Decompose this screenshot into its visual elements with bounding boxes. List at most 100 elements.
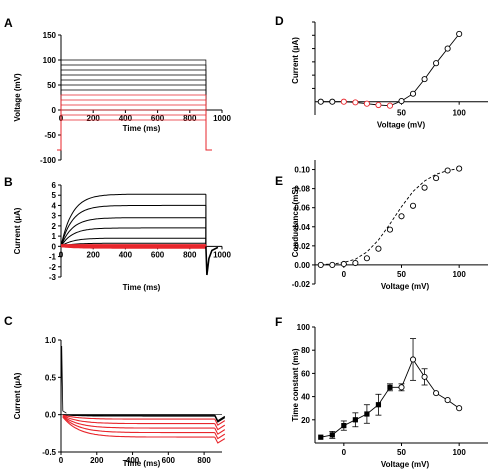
- tail-current: [205, 246, 219, 276]
- x-tick-label: 400: [126, 456, 140, 465]
- voltage-step-trace: [57, 64, 212, 151]
- y-tick-label: 0.02: [294, 242, 310, 251]
- data-point: [398, 213, 405, 220]
- current-trace-red-tail: [214, 423, 226, 431]
- data-point: [352, 259, 359, 267]
- panel-letter: B: [4, 175, 13, 189]
- x-tick-label: 200: [87, 114, 101, 123]
- data-point: [444, 167, 451, 174]
- y-tick-label: 0.08: [294, 185, 310, 194]
- current-trace-red: [60, 245, 206, 249]
- data-point-filled: [318, 434, 324, 440]
- data-point-filled: [387, 384, 393, 390]
- x-tick-label: 0: [342, 270, 347, 279]
- y-tick-label: 6: [52, 181, 57, 190]
- x-tick-label: 50: [397, 270, 406, 279]
- current-trace-red-tail: [214, 418, 226, 426]
- y-tick-label: 0.5: [45, 373, 57, 382]
- x-tick-label: 200: [87, 250, 101, 259]
- x-tick-label: 50: [397, 448, 406, 457]
- y-tick-label: 100: [43, 56, 57, 65]
- y-tick-label: -100: [40, 156, 57, 165]
- y-tick-label: -0.02: [292, 280, 311, 289]
- x-tick-label: 800: [183, 114, 197, 123]
- data-point-filled: [341, 423, 347, 429]
- x-axis-label: Time (ms): [123, 459, 161, 468]
- data-point: [386, 102, 394, 109]
- data-point-open: [456, 405, 463, 412]
- x-axis-label: Voltage (mV): [381, 282, 430, 291]
- y-tick-label: -2: [49, 263, 57, 272]
- y-tick-label: -3: [49, 273, 57, 282]
- current-trace-black: [60, 193, 206, 247]
- data-point: [386, 226, 394, 233]
- panel-letter: F: [275, 315, 282, 329]
- data-point: [340, 98, 347, 105]
- x-tick-label: 100: [452, 270, 466, 279]
- y-tick-label: 0.10: [294, 166, 310, 175]
- x-tick-label: 400: [119, 250, 133, 259]
- data-point: [317, 261, 324, 268]
- voltage-step-trace: [57, 119, 212, 151]
- data-point-open: [421, 373, 428, 380]
- panel-letter: C: [4, 314, 13, 328]
- y-tick-label: 0: [52, 106, 57, 115]
- capacitive-spike: [60, 345, 67, 415]
- data-point: [329, 98, 336, 105]
- x-tick-label: 0: [342, 448, 347, 457]
- x-tick-label: 600: [151, 250, 165, 259]
- x-tick-label: 100: [452, 109, 466, 118]
- current-trace-black: [60, 227, 206, 247]
- current-trace-black: [60, 217, 206, 247]
- panel-d: 50 100 Voltage (mV) Current (µA) D: [275, 14, 488, 130]
- y-tick-label: 3: [52, 212, 57, 221]
- x-tick-label: 1000: [213, 250, 231, 259]
- current-trace-red: [62, 414, 215, 420]
- current-trace-red: [62, 416, 215, 438]
- data-point-filled: [329, 432, 335, 438]
- y-tick-label: 40: [301, 393, 310, 402]
- x-tick-label: 600: [162, 456, 176, 465]
- panel-letter: D: [275, 14, 284, 28]
- data-point: [456, 30, 463, 38]
- y-tick-label: 0.06: [294, 204, 310, 213]
- data-point: [363, 255, 370, 262]
- y-axis-label: Conductance (mS): [291, 186, 300, 257]
- y-tick-label: 80: [301, 346, 310, 355]
- data-point: [329, 261, 336, 268]
- y-tick-label: 0.04: [294, 223, 310, 232]
- y-axis-label: Current (µA): [291, 37, 300, 84]
- x-tick-label: 800: [197, 456, 211, 465]
- data-point: [317, 98, 324, 105]
- data-point: [363, 100, 370, 107]
- current-trace-red: [62, 415, 215, 429]
- y-tick-label: 100: [297, 323, 311, 332]
- data-point-open: [433, 390, 440, 397]
- data-point-open: [398, 384, 405, 391]
- y-axis-label: Voltage (mV): [13, 73, 22, 122]
- data-point-open: [409, 356, 417, 363]
- x-tick-label: 100: [452, 448, 466, 457]
- y-tick-label: 150: [43, 31, 57, 40]
- voltage-step-trace: [57, 74, 212, 151]
- y-tick-label: 60: [301, 369, 310, 378]
- data-point: [421, 184, 428, 191]
- x-tick-label: 800: [183, 250, 197, 259]
- current-trace-black: [62, 414, 215, 417]
- data-point: [409, 90, 417, 97]
- current-trace-black-tail: [214, 415, 226, 423]
- data-point: [352, 99, 359, 106]
- x-tick-label: 1000: [213, 114, 231, 123]
- y-tick-label: 20: [301, 416, 310, 425]
- data-point: [409, 202, 417, 209]
- current-trace-black: [62, 414, 215, 416]
- current-trace-red-tail: [214, 432, 226, 440]
- current-trace-red-tail: [214, 436, 226, 444]
- y-tick-label: -0.5: [42, 448, 56, 457]
- y-axis-label: Current (µA): [13, 207, 22, 254]
- panel-letter: A: [4, 16, 13, 30]
- y-axis-label: Current (µA): [13, 372, 22, 419]
- panel-e: -0.02 0.00 0.02 0.04 0.06 0.08 0.10 0 50 100 Volta…: [275, 160, 488, 291]
